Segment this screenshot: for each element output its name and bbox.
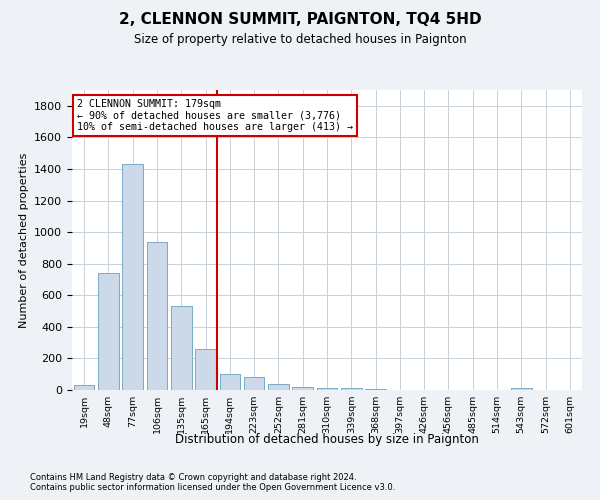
Bar bbox=[244, 376, 265, 390]
Bar bbox=[171, 306, 191, 390]
Bar bbox=[74, 386, 94, 390]
Text: Size of property relative to detached houses in Paignton: Size of property relative to detached ho… bbox=[134, 32, 466, 46]
Bar bbox=[146, 242, 167, 390]
Bar bbox=[317, 388, 337, 390]
Text: Distribution of detached houses by size in Paignton: Distribution of detached houses by size … bbox=[175, 432, 479, 446]
Text: Contains public sector information licensed under the Open Government Licence v3: Contains public sector information licen… bbox=[30, 484, 395, 492]
Text: 2 CLENNON SUMMIT: 179sqm
← 90% of detached houses are smaller (3,776)
10% of sem: 2 CLENNON SUMMIT: 179sqm ← 90% of detach… bbox=[77, 99, 353, 132]
Bar bbox=[220, 374, 240, 390]
Text: Contains HM Land Registry data © Crown copyright and database right 2024.: Contains HM Land Registry data © Crown c… bbox=[30, 472, 356, 482]
Bar bbox=[341, 388, 362, 390]
Y-axis label: Number of detached properties: Number of detached properties bbox=[19, 152, 29, 328]
Bar bbox=[195, 349, 216, 390]
Bar bbox=[365, 389, 386, 390]
Bar bbox=[122, 164, 143, 390]
Bar bbox=[268, 384, 289, 390]
Bar bbox=[292, 387, 313, 390]
Text: 2, CLENNON SUMMIT, PAIGNTON, TQ4 5HD: 2, CLENNON SUMMIT, PAIGNTON, TQ4 5HD bbox=[119, 12, 481, 28]
Bar bbox=[98, 273, 119, 390]
Bar bbox=[511, 388, 532, 390]
